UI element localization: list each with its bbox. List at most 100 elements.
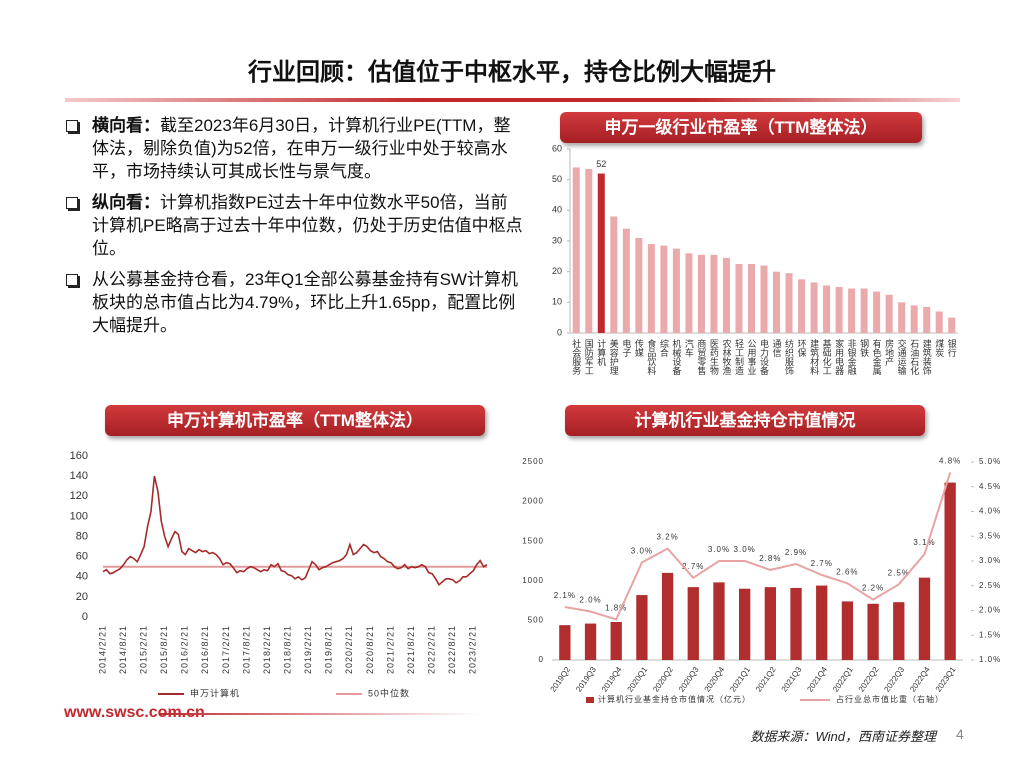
data-label: 2.2% (862, 584, 884, 593)
x-tick-label: 有色金属 (872, 338, 882, 376)
data-label: 2.9% (785, 548, 807, 557)
y-tick-label: 20 (76, 591, 88, 603)
bar (610, 216, 618, 333)
y-tick-label: 2500 (522, 457, 544, 466)
x-tick-label: 汽车 (684, 338, 694, 358)
bar (810, 282, 818, 333)
x-tick-label: 社会服务 (571, 338, 581, 376)
y-tick-label: 50 (552, 174, 562, 184)
x-tick-label: 2021Q4 (805, 665, 829, 694)
chart-title: 申万一级行业市盈率（TTM整体法） (560, 112, 922, 143)
series-line (102, 475, 488, 587)
bar (687, 587, 699, 660)
data-label: 3.1% (913, 538, 935, 547)
y-tick-label: 120 (70, 490, 88, 502)
y-tick-label: 60 (76, 551, 88, 563)
x-tick-label: 2017/8/21 (241, 625, 251, 674)
data-label: 52 (596, 159, 606, 169)
y2-tick-label: 5.0% (979, 457, 1001, 466)
y-tick-label: 40 (76, 571, 88, 583)
bar (559, 625, 571, 660)
x-tick-label: 机械设备 (671, 338, 681, 375)
y-tick-label: 0 (539, 655, 544, 664)
bar (885, 294, 893, 333)
bar (697, 254, 705, 333)
x-tick-label: 2022Q1 (831, 665, 855, 694)
bar (661, 572, 674, 660)
x-tick-label: 2021Q2 (754, 665, 778, 694)
x-tick-label: 建筑材料 (809, 338, 819, 376)
y2-tick-label: 2.0% (979, 606, 1001, 615)
x-tick-label: 2018/8/21 (283, 625, 293, 674)
x-tick-label: 轻工制造 (734, 338, 744, 376)
bullet: 从公募基金持仓看，23年Q1全部公募基金持有SW计算机板块的总市值占比为4.79… (62, 268, 524, 337)
bar (918, 577, 931, 660)
x-tick-label: 2019Q3 (574, 665, 598, 694)
x-tick-label: 2020Q4 (703, 665, 727, 694)
data-label: 2.8% (759, 554, 781, 563)
data-label: 3.0% (734, 545, 756, 554)
bar (773, 271, 781, 333)
bar (860, 288, 868, 333)
bar (710, 254, 718, 333)
y2-tick-label: 4.5% (979, 482, 1001, 491)
x-tick-label: 2019Q4 (600, 665, 624, 694)
y2-tick-label: 4.0% (979, 507, 1001, 516)
x-tick-label: 计算机 (596, 338, 606, 367)
x-tick-label: 2020Q2 (651, 665, 675, 694)
bar (622, 228, 630, 333)
slide-title: 行业回顾：估值位于中枢水平，持仓比例大幅提升 (248, 59, 776, 86)
y-tick-label: 20 (552, 266, 562, 276)
x-tick-label: 2014/2/21 (97, 625, 107, 674)
bar (672, 248, 680, 333)
bar (660, 245, 668, 333)
bar (584, 623, 597, 660)
website: www.swsc.com.cn (64, 704, 205, 721)
x-tick-label: 基础化工 (822, 338, 832, 375)
x-tick-label: 国防军工 (584, 339, 594, 375)
x-tick-label: 2020Q3 (677, 665, 701, 694)
title-rule (65, 98, 960, 102)
y-tick-label: 40 (552, 205, 562, 215)
data-label: 3.2% (656, 533, 678, 542)
y-tick-label: 1000 (522, 576, 544, 585)
x-tick-label: 银行 (947, 338, 957, 358)
x-tick-label: 2021/8/21 (406, 625, 416, 674)
bar (597, 173, 605, 333)
bullet-text: 截至2023年6月30日，计算机行业PE(TTM，整体法，剔除负值)为52倍，在… (92, 116, 511, 181)
data-label: 2.0% (579, 596, 601, 605)
bar (610, 621, 622, 660)
x-tick-label: 纺织服饰 (784, 338, 794, 376)
y-tick-label: 160 (70, 450, 88, 462)
x-tick-label: 2014/8/21 (118, 625, 128, 674)
bar (898, 302, 906, 333)
bar (893, 602, 905, 660)
bar (948, 317, 956, 333)
x-tick-label: 传媒 (634, 338, 644, 358)
bar (848, 288, 856, 333)
bullet: 横向看：截至2023年6月30日，计算机行业PE(TTM，整体法，剔除负值)为5… (62, 114, 524, 183)
bar (798, 279, 806, 333)
x-tick-label: 2016/2/21 (180, 625, 190, 674)
y-tick-label: 10 (552, 297, 562, 307)
bar (944, 482, 956, 660)
x-tick-label: 2020/2/21 (344, 625, 354, 674)
x-tick-label: 环保 (797, 339, 807, 358)
data-label: 3.0% (708, 545, 730, 554)
x-tick-label: 2019Q2 (549, 665, 573, 694)
x-tick-label: 2022Q4 (908, 665, 932, 694)
chart-title: 计算机行业基金持仓市值情况 (565, 405, 925, 436)
y-tick-label: 0 (82, 611, 88, 623)
series-line (564, 472, 952, 621)
y2-tick-label: 1.5% (979, 630, 1001, 639)
y-tick-label: 2000 (522, 497, 544, 506)
source-note: 数据来源：Wind，西南证券整理 (750, 729, 936, 744)
bar (823, 285, 831, 333)
x-tick-label: 电子 (621, 338, 631, 357)
legend-label: 申万计算机 (190, 687, 240, 698)
x-tick-label: 2022Q2 (857, 665, 881, 694)
bar (760, 265, 768, 333)
x-tick-label: 2020Q1 (626, 665, 650, 694)
